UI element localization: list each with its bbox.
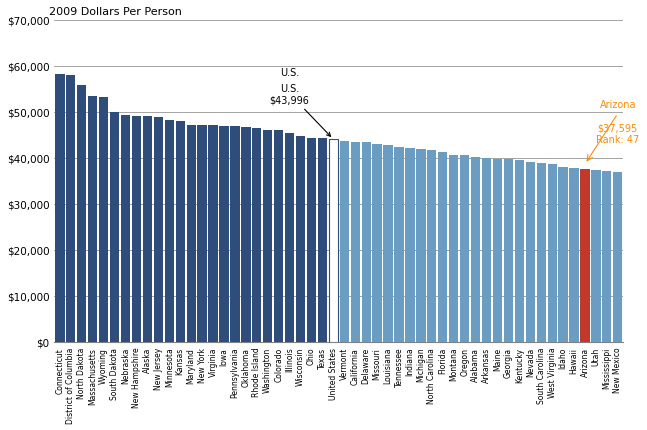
Bar: [373, 144, 382, 342]
Bar: [110, 113, 119, 342]
Bar: [427, 151, 437, 342]
Bar: [88, 97, 97, 342]
Bar: [197, 126, 207, 342]
Bar: [482, 158, 491, 342]
Bar: [362, 143, 371, 342]
Bar: [99, 98, 108, 342]
Bar: [558, 168, 567, 342]
Bar: [208, 126, 217, 342]
Bar: [536, 163, 546, 342]
Bar: [77, 86, 87, 342]
Bar: [384, 146, 393, 342]
Bar: [307, 138, 316, 342]
Bar: [164, 120, 174, 342]
Bar: [241, 127, 250, 342]
Text: $37,595
Rank: 47: $37,595 Rank: 47: [596, 123, 639, 145]
Bar: [154, 118, 163, 342]
Bar: [460, 156, 469, 342]
Bar: [285, 133, 294, 342]
Text: Arizona: Arizona: [600, 100, 636, 110]
Bar: [504, 160, 513, 342]
Bar: [613, 172, 622, 342]
Bar: [471, 157, 480, 342]
Bar: [580, 169, 589, 342]
Bar: [230, 127, 239, 342]
Text: 2009 Dollars Per Person: 2009 Dollars Per Person: [49, 7, 182, 17]
Bar: [175, 122, 185, 342]
Bar: [121, 116, 130, 342]
Bar: [514, 161, 524, 342]
Bar: [405, 149, 415, 342]
Bar: [569, 169, 578, 342]
Bar: [351, 142, 360, 342]
Bar: [296, 136, 305, 342]
Bar: [438, 152, 448, 342]
Bar: [547, 164, 557, 342]
Bar: [186, 126, 196, 342]
Text: U.S.: U.S.: [280, 68, 300, 77]
Bar: [132, 117, 141, 342]
Bar: [395, 147, 404, 342]
Bar: [66, 76, 76, 342]
Bar: [525, 163, 535, 342]
Bar: [416, 150, 426, 342]
Bar: [263, 130, 272, 342]
Bar: [602, 172, 611, 342]
Bar: [493, 159, 502, 342]
Bar: [143, 117, 152, 342]
Bar: [591, 170, 600, 342]
Bar: [449, 156, 458, 342]
Bar: [252, 129, 261, 342]
Text: U.S.
$43,996: U.S. $43,996: [270, 83, 331, 137]
Bar: [329, 140, 338, 342]
Bar: [274, 131, 283, 342]
Bar: [318, 139, 327, 342]
Bar: [340, 141, 349, 342]
Bar: [55, 75, 65, 342]
Bar: [219, 127, 228, 342]
